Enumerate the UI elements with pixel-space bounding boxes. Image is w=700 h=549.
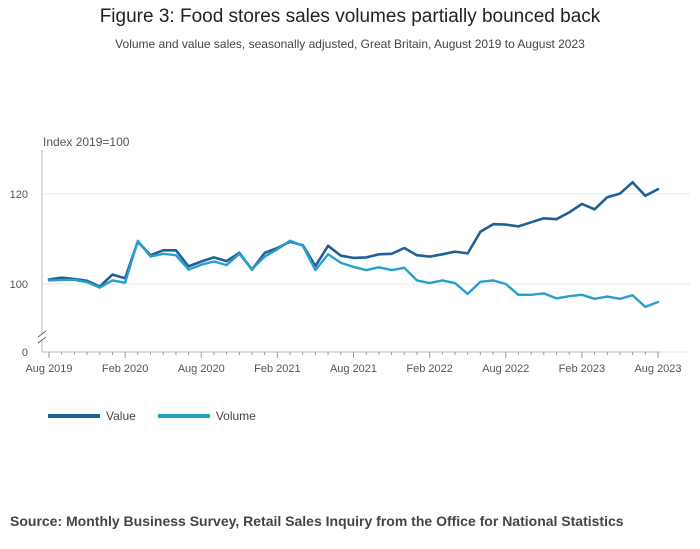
x-tick-label-2: Aug 2020: [178, 363, 225, 375]
y-axis-label: Index 2019=100: [43, 135, 130, 149]
chart-subtitle: Volume and value sales, seasonally adjus…: [115, 37, 585, 51]
legend-item-volume[interactable]: Volume: [157, 409, 256, 423]
legend-item-value[interactable]: Value: [48, 409, 136, 423]
y-tick-label-120: 120: [10, 189, 28, 201]
x-tick-label-7: Feb 2023: [559, 363, 605, 375]
series-line-volume: [47, 239, 660, 309]
x-tick-label-5: Feb 2022: [406, 363, 452, 375]
gridlines: [42, 193, 690, 353]
series-line-value: [47, 181, 660, 289]
y-tick-label-100: 100: [10, 279, 28, 291]
axis-break-mark-2: [37, 336, 47, 344]
chart-title: Figure 3: Food stores sales volumes part…: [99, 6, 601, 27]
legend-swatch-value: [48, 414, 100, 418]
x-tick-label-0: Aug 2019: [25, 363, 72, 375]
x-tick-label-8: Aug 2023: [634, 363, 681, 375]
line-chart: 0 100 120 Aug 2019 Feb 2020 Aug 2020 Feb 2021 A…: [10, 135, 690, 375]
legend-label-value: Value: [106, 409, 136, 423]
source-note: Source: Monthly Business Survey, Retail …: [10, 513, 624, 529]
series-lines: [47, 181, 660, 309]
axis-break-mark-1: [37, 330, 47, 338]
x-tick-label-1: Feb 2020: [102, 363, 148, 375]
legend-swatch-volume: [157, 414, 210, 418]
legend: Value Volume: [48, 409, 256, 423]
legend-label-volume: Volume: [215, 409, 256, 423]
x-tick-label-4: Aug 2021: [330, 363, 377, 375]
axes: 0 100 120 Aug 2019 Feb 2020 Aug 2020 Feb 2021 A…: [10, 150, 682, 375]
x-tick-label-3: Feb 2021: [254, 363, 300, 375]
x-tick-label-6: Aug 2022: [482, 363, 529, 375]
y-tick-label-0: 0: [22, 347, 28, 359]
